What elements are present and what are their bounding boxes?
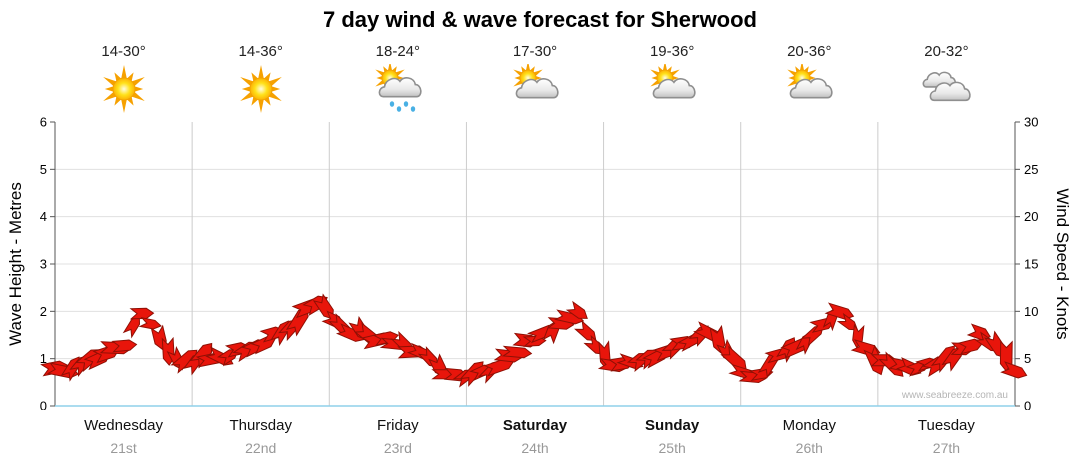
sun-showers-icon	[375, 61, 422, 112]
day-label: Friday	[377, 417, 419, 434]
wind-arrows	[40, 293, 1028, 388]
date-label: 22nd	[245, 440, 277, 456]
weather-icon-sun-showers	[370, 61, 426, 114]
temp-range: 14-30°	[101, 43, 146, 60]
page-title: 7 day wind & wave forecast for Sherwood	[323, 7, 757, 32]
right-tick-label: 10	[1024, 304, 1038, 319]
cloudy-icon	[922, 71, 972, 102]
day-label: Tuesday	[917, 417, 975, 434]
weather-icon-partly-cloudy	[644, 61, 700, 114]
watermark: www.seabreeze.com.au	[901, 390, 1008, 401]
right-tick-label: 15	[1024, 257, 1038, 272]
left-tick-label: 2	[40, 304, 47, 319]
temp-range: 20-32°	[924, 43, 969, 60]
left-tick-label: 1	[40, 351, 47, 366]
date-label: 26th	[795, 440, 823, 456]
date-label: 23rd	[383, 440, 412, 456]
date-label: 27th	[932, 440, 961, 456]
temp-range: 20-36°	[787, 43, 832, 60]
right-tick-label: 25	[1024, 162, 1038, 177]
weather-icon-sunny	[233, 64, 289, 114]
left-tick-label: 3	[40, 257, 47, 272]
left-tick-label: 5	[40, 162, 47, 177]
gridlines	[55, 168, 1015, 360]
sunny-icon	[239, 65, 282, 113]
partly-cloudy-icon	[787, 61, 833, 99]
day-label: Sunday	[645, 417, 700, 434]
day-label: Wednesday	[84, 417, 164, 434]
left-tick-label: 0	[40, 399, 47, 411]
partly-cloudy-icon	[513, 61, 559, 99]
temp-range: 14-36°	[238, 43, 283, 60]
right-tick-label: 20	[1024, 209, 1038, 224]
day-label: Thursday	[229, 417, 292, 434]
left-tick-label: 6	[40, 115, 47, 130]
weather-icon-partly-cloudy	[507, 61, 563, 114]
day-label: Saturday	[502, 417, 568, 434]
partly-cloudy-icon	[650, 61, 696, 99]
date-label: 21st	[110, 440, 137, 456]
right-tick-label: 0	[1024, 399, 1031, 411]
weather-icon-partly-cloudy	[781, 61, 837, 114]
left-tick-label: 4	[40, 209, 47, 224]
date-label: 24th	[521, 440, 549, 456]
wind-wave-chart: 0 1 2 3 4 5 6 0 5 10 15 20 25 30	[40, 115, 1039, 411]
axes: 0 1 2 3 4 5 6 0 5 10 15 20 25 30	[40, 115, 1039, 411]
weather-icon-cloudy	[918, 64, 974, 114]
temp-range: 18-24°	[375, 43, 421, 60]
temp-range: 19-36°	[649, 43, 695, 60]
right-tick-label: 5	[1024, 351, 1031, 366]
day-label: Monday	[782, 417, 836, 434]
right-tick-label: 30	[1024, 115, 1038, 130]
weather-icon-sunny	[96, 64, 152, 114]
sunny-icon	[102, 65, 145, 113]
date-label: 25th	[658, 440, 686, 456]
temp-range: 17-30°	[512, 43, 558, 60]
